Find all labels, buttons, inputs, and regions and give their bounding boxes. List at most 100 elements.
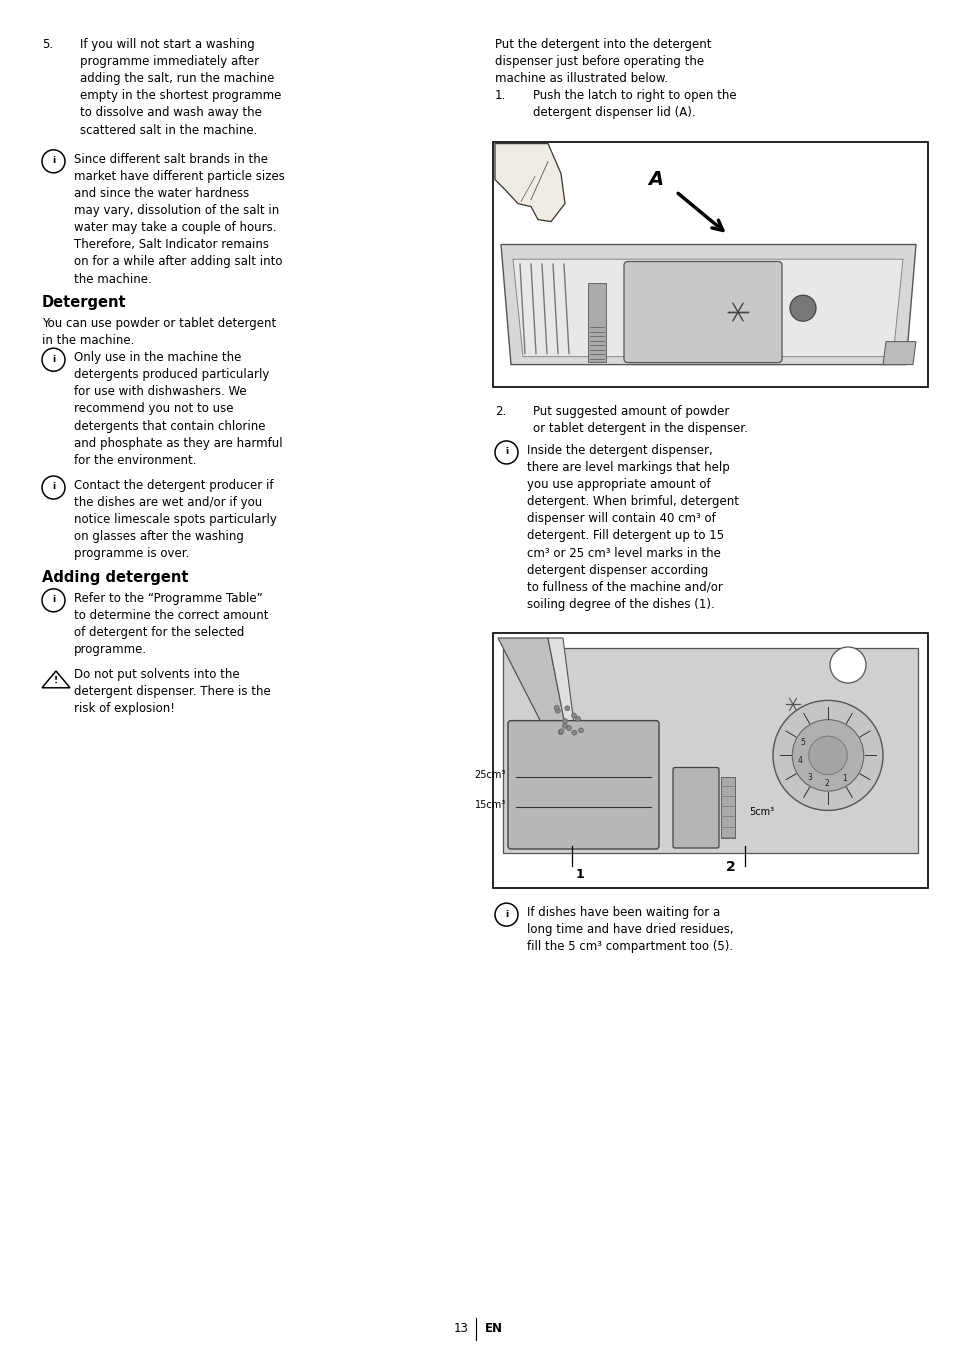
Circle shape xyxy=(789,295,815,321)
Text: fill the 5 cm³ compartment too (5).: fill the 5 cm³ compartment too (5). xyxy=(526,940,732,953)
Text: 25cm³: 25cm³ xyxy=(475,770,505,780)
Polygon shape xyxy=(495,144,564,222)
Text: i: i xyxy=(504,910,508,918)
Text: in the machine.: in the machine. xyxy=(42,334,134,347)
FancyBboxPatch shape xyxy=(507,720,659,849)
Bar xyxy=(493,142,927,387)
Text: 2: 2 xyxy=(823,780,828,788)
Polygon shape xyxy=(547,638,578,756)
Text: Refer to the “Programme Table”: Refer to the “Programme Table” xyxy=(74,592,262,605)
Text: programme.: programme. xyxy=(74,643,147,657)
Text: programme immediately after: programme immediately after xyxy=(80,56,259,68)
Text: for the environment.: for the environment. xyxy=(74,454,196,467)
Text: If dishes have been waiting for a: If dishes have been waiting for a xyxy=(526,906,720,919)
Circle shape xyxy=(575,716,579,722)
FancyBboxPatch shape xyxy=(672,768,719,848)
Text: there are level markings that help: there are level markings that help xyxy=(526,460,729,474)
Text: 15cm³: 15cm³ xyxy=(475,800,505,810)
Text: of detergent for the selected: of detergent for the selected xyxy=(74,626,244,639)
Bar xyxy=(720,777,734,838)
Text: 4: 4 xyxy=(797,757,801,765)
Text: machine as illustrated below.: machine as illustrated below. xyxy=(495,72,667,85)
Text: Detergent: Detergent xyxy=(42,295,127,310)
Polygon shape xyxy=(497,638,571,756)
Text: i: i xyxy=(51,596,55,604)
Circle shape xyxy=(562,719,567,723)
Text: !: ! xyxy=(54,676,58,685)
Text: 2.: 2. xyxy=(495,405,506,417)
Text: A: A xyxy=(647,171,662,190)
Text: to fullness of the machine and/or: to fullness of the machine and/or xyxy=(526,581,722,594)
Text: and phosphate as they are harmful: and phosphate as they are harmful xyxy=(74,437,282,450)
Text: 3: 3 xyxy=(806,773,811,781)
Text: for use with dishwashers. We: for use with dishwashers. We xyxy=(74,386,247,398)
Polygon shape xyxy=(513,259,902,356)
Text: on for a while after adding salt into: on for a while after adding salt into xyxy=(74,256,282,268)
Text: Since different salt brands in the: Since different salt brands in the xyxy=(74,153,268,165)
Circle shape xyxy=(791,720,862,791)
Text: may vary, dissolution of the salt in: may vary, dissolution of the salt in xyxy=(74,204,279,217)
Polygon shape xyxy=(882,341,915,364)
Text: Put the detergent into the detergent: Put the detergent into the detergent xyxy=(495,38,711,51)
Circle shape xyxy=(772,700,882,811)
Text: empty in the shortest programme: empty in the shortest programme xyxy=(80,89,281,103)
Text: dispenser will contain 40 cm³ of: dispenser will contain 40 cm³ of xyxy=(526,512,715,525)
Text: to determine the correct amount: to determine the correct amount xyxy=(74,609,268,621)
Circle shape xyxy=(808,737,846,774)
Circle shape xyxy=(561,723,567,728)
Text: to dissolve and wash away the: to dissolve and wash away the xyxy=(80,107,262,119)
Text: You can use powder or tablet detergent: You can use powder or tablet detergent xyxy=(42,317,276,330)
Text: cm³ or 25 cm³ level marks in the: cm³ or 25 cm³ level marks in the xyxy=(526,547,720,559)
Text: 1: 1 xyxy=(576,868,584,881)
Text: Put suggested amount of powder: Put suggested amount of powder xyxy=(533,405,729,417)
Text: EN: EN xyxy=(484,1323,502,1335)
Text: If you will not start a washing: If you will not start a washing xyxy=(80,38,254,51)
Text: 1: 1 xyxy=(841,774,846,783)
Circle shape xyxy=(554,705,558,711)
Circle shape xyxy=(558,728,563,734)
Text: risk of explosion!: risk of explosion! xyxy=(74,703,174,715)
Text: adding the salt, run the machine: adding the salt, run the machine xyxy=(80,72,274,85)
Text: 5.: 5. xyxy=(42,38,53,51)
Polygon shape xyxy=(500,245,915,364)
Circle shape xyxy=(829,647,865,682)
Polygon shape xyxy=(502,649,917,853)
Text: water may take a couple of hours.: water may take a couple of hours. xyxy=(74,221,276,234)
Text: Contact the detergent producer if: Contact the detergent producer if xyxy=(74,479,274,492)
Text: Only use in the machine the: Only use in the machine the xyxy=(74,351,241,364)
Circle shape xyxy=(578,728,583,733)
Circle shape xyxy=(566,726,571,731)
Text: programme is over.: programme is over. xyxy=(74,547,190,561)
Bar xyxy=(587,283,605,362)
Text: you use appropriate amount of: you use appropriate amount of xyxy=(526,478,710,492)
Text: i: i xyxy=(504,447,508,456)
Text: or tablet detergent in the dispenser.: or tablet detergent in the dispenser. xyxy=(533,421,747,435)
Text: recommend you not to use: recommend you not to use xyxy=(74,402,233,416)
Text: detergent dispenser according: detergent dispenser according xyxy=(526,563,708,577)
Circle shape xyxy=(558,730,562,735)
Text: detergents that contain chlorine: detergents that contain chlorine xyxy=(74,420,265,432)
Circle shape xyxy=(564,705,569,711)
Text: long time and have dried residues,: long time and have dried residues, xyxy=(526,923,733,936)
Text: detergent dispenser lid (A).: detergent dispenser lid (A). xyxy=(533,107,695,119)
Bar xyxy=(493,634,927,888)
Text: 13: 13 xyxy=(454,1323,469,1335)
Circle shape xyxy=(571,730,577,735)
Text: i: i xyxy=(51,355,55,364)
Text: scattered salt in the machine.: scattered salt in the machine. xyxy=(80,123,257,137)
Text: the dishes are wet and/or if you: the dishes are wet and/or if you xyxy=(74,496,262,509)
Text: detergent. Fill detergent up to 15: detergent. Fill detergent up to 15 xyxy=(526,529,723,543)
Text: 1.: 1. xyxy=(495,89,506,103)
Text: and since the water hardness: and since the water hardness xyxy=(74,187,249,200)
Text: i: i xyxy=(51,482,55,492)
Text: on glasses after the washing: on glasses after the washing xyxy=(74,531,244,543)
Text: dispenser just before operating the: dispenser just before operating the xyxy=(495,56,703,68)
FancyBboxPatch shape xyxy=(623,261,781,363)
Text: Adding detergent: Adding detergent xyxy=(42,570,189,585)
Text: the machine.: the machine. xyxy=(74,272,152,286)
Text: Do not put solvents into the: Do not put solvents into the xyxy=(74,668,239,681)
Circle shape xyxy=(571,714,576,718)
Text: market have different particle sizes: market have different particle sizes xyxy=(74,169,285,183)
Text: soiling degree of the dishes (1).: soiling degree of the dishes (1). xyxy=(526,598,714,611)
Text: detergent dispenser. There is the: detergent dispenser. There is the xyxy=(74,685,271,699)
